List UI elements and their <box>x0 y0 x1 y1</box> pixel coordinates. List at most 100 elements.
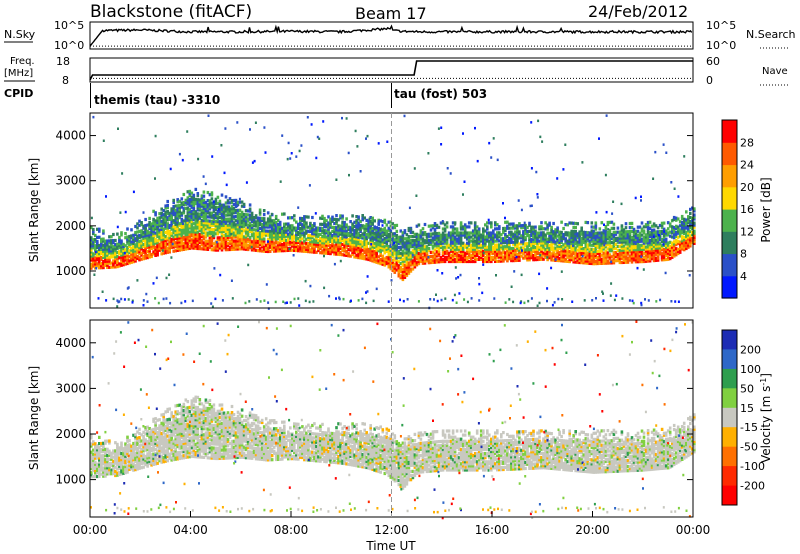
range-cell <box>319 240 322 245</box>
range-cell <box>327 215 330 219</box>
range-cell <box>437 252 441 256</box>
range-cell <box>475 257 479 261</box>
range-cell <box>689 211 692 215</box>
range-cell <box>355 255 358 259</box>
range-cell <box>632 252 636 256</box>
range-cell <box>110 241 113 245</box>
range-cell <box>196 220 200 224</box>
range-cell <box>369 230 372 234</box>
range-cell <box>628 246 632 250</box>
range-cell <box>176 226 179 230</box>
range-cell <box>620 250 624 254</box>
range-cell <box>186 208 190 212</box>
range-cell <box>323 223 326 227</box>
range-cell <box>423 253 427 257</box>
range-cell <box>469 221 473 225</box>
range-cell <box>104 251 107 255</box>
range-cell <box>128 251 131 255</box>
range-cell <box>244 239 248 243</box>
range-cell <box>447 251 451 255</box>
range-cell <box>357 239 360 243</box>
range-cell <box>610 220 614 224</box>
range-cell <box>266 245 270 249</box>
scatter-cell <box>554 258 557 261</box>
range-cell <box>138 256 141 260</box>
range-cell <box>646 237 650 241</box>
range-cell <box>192 205 196 210</box>
range-cell <box>385 241 389 245</box>
range-cell <box>455 257 459 261</box>
range-cell <box>124 258 127 262</box>
range-cell <box>439 221 443 225</box>
range-cell <box>150 224 153 228</box>
range-cell <box>391 262 395 266</box>
scatter-cell <box>105 195 107 198</box>
range-cell <box>266 223 270 227</box>
range-cell <box>234 247 238 251</box>
range-cell <box>425 253 429 257</box>
range-cell <box>202 243 206 247</box>
range-cell <box>463 233 467 237</box>
range-cell <box>660 244 664 248</box>
range-cell <box>445 245 449 249</box>
range-cell <box>212 236 216 240</box>
scatter-cell <box>290 152 293 155</box>
range-cell <box>353 224 356 228</box>
range-cell <box>236 243 240 247</box>
range-cell <box>363 230 366 234</box>
range-cell <box>287 224 290 228</box>
range-cell <box>148 239 151 243</box>
range-cell <box>618 244 622 248</box>
range-cell <box>634 239 638 244</box>
range-cell <box>232 225 236 229</box>
range-cell <box>431 256 435 260</box>
scatter-cell <box>595 211 598 214</box>
range-cell <box>648 232 652 237</box>
range-cell <box>608 249 612 253</box>
range-cell <box>295 242 298 246</box>
range-cell <box>687 227 690 231</box>
range-cell <box>391 254 395 258</box>
range-cell <box>174 210 177 214</box>
range-cell <box>518 230 521 234</box>
range-cell <box>174 224 177 228</box>
range-cell <box>200 233 204 237</box>
range-cell <box>299 241 302 245</box>
range-cell <box>138 219 141 223</box>
range-cell <box>220 207 224 211</box>
range-cell <box>417 239 421 243</box>
range-cell <box>361 242 364 246</box>
range-cell <box>401 239 405 243</box>
range-cell <box>208 235 212 239</box>
range-cell <box>184 200 188 204</box>
range-cell <box>479 257 483 261</box>
range-cell <box>270 243 274 247</box>
range-cell <box>335 220 338 224</box>
range-cell <box>616 244 620 248</box>
range-cell <box>494 227 497 231</box>
range-cell <box>469 259 473 264</box>
range-cell <box>610 236 614 241</box>
range-cell <box>389 265 393 269</box>
range-cell <box>502 259 505 263</box>
range-cell <box>190 209 194 213</box>
range-cell <box>242 247 246 251</box>
range-cell <box>676 225 680 229</box>
range-cell <box>178 232 181 236</box>
range-cell <box>680 214 684 219</box>
range-cell <box>473 245 477 249</box>
range-cell <box>580 244 583 248</box>
scatter-cell <box>168 273 171 276</box>
range-cell <box>544 233 547 237</box>
range-cell <box>582 257 585 261</box>
range-cell <box>96 252 99 256</box>
range-cell <box>172 237 175 241</box>
range-cell <box>574 236 577 240</box>
range-cell <box>272 227 276 231</box>
range-cell <box>650 232 654 236</box>
range-cell <box>482 229 485 233</box>
range-cell <box>437 239 441 244</box>
range-cell <box>309 225 312 229</box>
range-cell <box>572 246 575 250</box>
range-cell <box>258 212 262 216</box>
